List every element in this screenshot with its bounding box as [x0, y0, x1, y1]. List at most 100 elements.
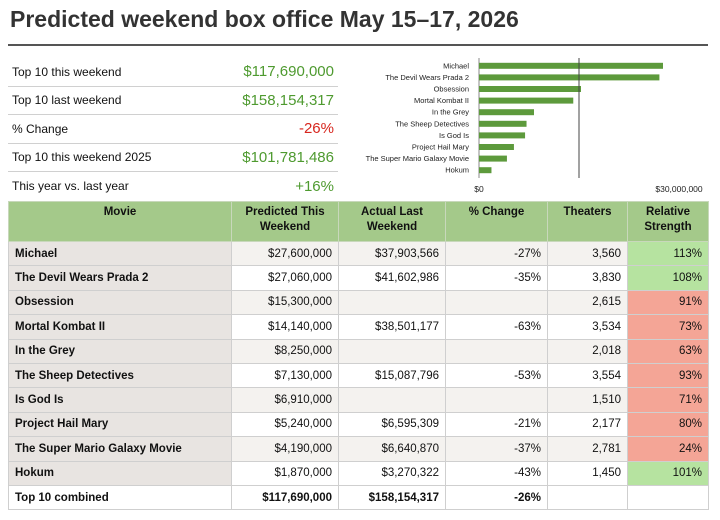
change-cell: -26%	[445, 484, 548, 511]
relative-strength-cell: 80%	[627, 411, 709, 438]
category-label-in-the-grey: In the Grey	[432, 108, 469, 117]
summary-row-top-10-this-weekend: Top 10 this weekend $117,690,000	[8, 58, 338, 87]
relative-strength-cell: 91%	[627, 289, 709, 316]
movie-cell: The Sheep Detectives	[8, 362, 232, 389]
bar-mortal-kombat-ii	[479, 97, 574, 104]
movie-cell: Project Hail Mary	[8, 411, 232, 438]
header-relative-strength: Relative Strength	[627, 201, 709, 242]
header-movie: Movie	[8, 201, 232, 242]
bar-the-devil-wears-prada-2	[479, 74, 660, 81]
summary-label: Top 10 this weekend	[12, 64, 122, 79]
table-row: Obsession $15,300,000 2,615 91%	[8, 289, 709, 316]
category-label-the-devil-wears-prada-2: The Devil Wears Prada 2	[385, 73, 469, 82]
relative-strength-cell: 101%	[627, 460, 709, 486]
predicted-cell: $5,240,000	[231, 411, 339, 438]
last-weekend-cell	[338, 338, 446, 364]
predicted-cell: $27,060,000	[231, 265, 339, 291]
movie-cell: Obsession	[8, 289, 232, 316]
category-label-the-sheep-detectives: The Sheep Detectives	[395, 119, 469, 128]
category-label-the-super-mario-galaxy-movie: The Super Mario Galaxy Movie	[366, 154, 469, 163]
bar-in-the-grey	[479, 109, 534, 116]
predicted-cell: $6,910,000	[231, 387, 339, 413]
last-weekend-cell	[338, 387, 446, 413]
change-cell	[445, 387, 548, 413]
movie-cell: Top 10 combined	[8, 484, 232, 511]
predicted-cell: $8,250,000	[231, 338, 339, 364]
movie-cell: Michael	[8, 240, 232, 267]
table-row: The Devil Wears Prada 2 $27,060,000 $41,60…	[8, 265, 709, 291]
x-tick-label: $0	[474, 184, 484, 194]
last-weekend-cell: $3,270,322	[338, 460, 446, 486]
movie-cell: In the Grey	[8, 338, 232, 364]
summary-label: This year vs. last year	[12, 179, 129, 194]
relative-strength-cell: 24%	[627, 436, 709, 462]
box-office-table: Movie Predicted This Weekend Actual Last W…	[8, 201, 709, 511]
predicted-cell: $27,600,000	[231, 240, 339, 267]
summary-label: Top 10 last weekend	[12, 93, 122, 108]
relative-strength-cell: 71%	[627, 387, 709, 413]
change-cell: -53%	[445, 362, 548, 389]
theaters-cell: 2,615	[547, 289, 628, 316]
last-weekend-cell: $37,903,566	[338, 240, 446, 267]
theaters-cell: 3,554	[547, 362, 628, 389]
summary-value: $101,781,486	[242, 148, 334, 166]
table-row: The Super Mario Galaxy Movie $4,190,000 $6…	[8, 436, 709, 462]
theaters-cell: 3,534	[547, 314, 628, 340]
last-weekend-cell: $15,087,796	[338, 362, 446, 389]
relative-strength-cell: 93%	[627, 362, 709, 389]
summary-value: +16%	[295, 177, 334, 195]
category-label-mortal-kombat-ii: Mortal Kombat II	[414, 96, 469, 105]
table-header-row: Movie Predicted This Weekend Actual Last W…	[8, 201, 709, 242]
bar-the-super-mario-galaxy-movie	[479, 155, 507, 162]
last-weekend-cell: $41,602,986	[338, 265, 446, 291]
category-label-hokum: Hokum	[445, 166, 469, 175]
table-row: Michael $27,600,000 $37,903,566 -27% 3,560 11…	[8, 240, 709, 267]
summary-row-this-year-vs-last-year: This year vs. last year +16%	[8, 172, 338, 201]
predicted-cell: $1,870,000	[231, 460, 339, 486]
table-row: In the Grey $8,250,000 2,018 63%	[8, 338, 709, 364]
header-last-weekend: Actual Last Weekend	[338, 201, 446, 242]
theaters-cell: 2,781	[547, 436, 628, 462]
movie-cell: Is God Is	[8, 387, 232, 413]
bar-hokum	[479, 167, 492, 174]
predicted-cell: $14,140,000	[231, 314, 339, 340]
summary-value: $117,690,000	[243, 63, 334, 81]
predicted-cell: $7,130,000	[231, 362, 339, 389]
summary-label: % Change	[12, 121, 69, 136]
category-label-obsession: Obsession	[434, 85, 469, 94]
theaters-cell	[547, 484, 628, 511]
table-row: Project Hail Mary $5,240,000 $6,595,309 -21…	[8, 411, 709, 438]
last-weekend-cell: $6,595,309	[338, 411, 446, 438]
table-row: Is God Is $6,910,000 1,510 71%	[8, 387, 709, 413]
summary-label: Top 10 this weekend 2025	[12, 150, 152, 165]
category-label-michael: Michael	[443, 61, 469, 70]
page-title: Predicted weekend box office May 15–17, …	[10, 6, 519, 32]
summary-row-change: % Change -26%	[8, 115, 338, 144]
table-row: Hokum $1,870,000 $3,270,322 -43% 1,450 101%	[8, 460, 709, 486]
relative-strength-cell: 63%	[627, 338, 709, 364]
change-cell: -37%	[445, 436, 548, 462]
header-predicted: Predicted This Weekend	[231, 201, 339, 242]
title-divider	[8, 44, 708, 46]
relative-strength-cell: 73%	[627, 314, 709, 340]
predicted-cell: $4,190,000	[231, 436, 339, 462]
last-weekend-cell: $38,501,177	[338, 314, 446, 340]
last-weekend-cell	[338, 289, 446, 316]
x-tick-label: $30,000,000	[655, 184, 703, 194]
movie-cell: The Super Mario Galaxy Movie	[8, 436, 232, 462]
bar-obsession	[479, 86, 581, 92]
summary-row-top-10-last-weekend: Top 10 last weekend $158,154,317	[8, 87, 338, 115]
last-weekend-cell: $158,154,317	[338, 484, 446, 511]
theaters-cell: 1,510	[547, 387, 628, 413]
change-cell: -35%	[445, 265, 548, 291]
relative-strength-cell	[627, 484, 709, 511]
box-office-table-container: Movie Predicted This Weekend Actual Last W…	[8, 201, 709, 511]
last-weekend-cell: $6,640,870	[338, 436, 446, 462]
bar-project-hail-mary	[479, 144, 514, 150]
theaters-cell: 2,018	[547, 338, 628, 364]
change-cell: -21%	[445, 411, 548, 438]
summary-panel: Top 10 this weekend $117,690,000 Top 10 la…	[8, 58, 338, 201]
relative-strength-cell: 108%	[627, 265, 709, 291]
bar-michael	[479, 62, 663, 69]
theaters-cell: 2,177	[547, 411, 628, 438]
